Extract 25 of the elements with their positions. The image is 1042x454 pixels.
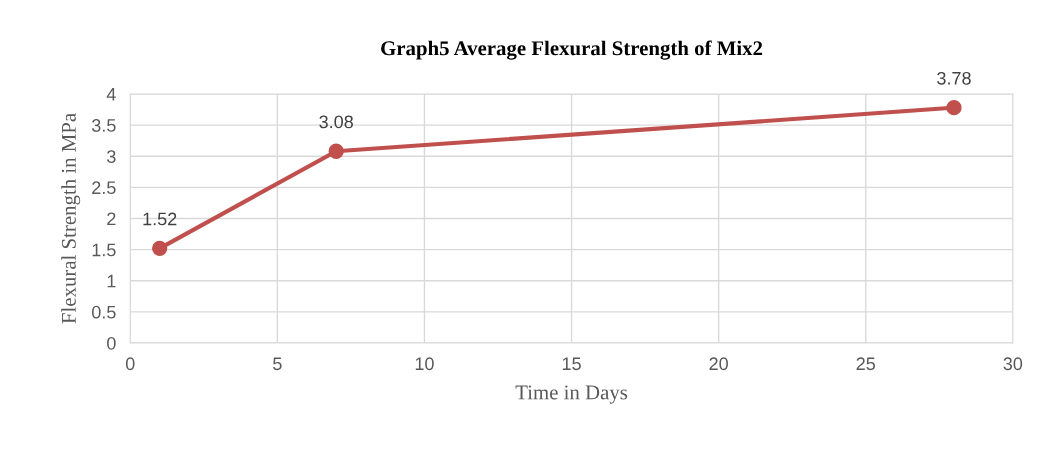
x-tick-label: 15 — [562, 357, 581, 371]
y-tick-label: 1.5 — [92, 243, 116, 257]
point — [152, 240, 168, 257]
data-label: 1.52 — [143, 212, 177, 226]
y-tick-label: 2 — [107, 212, 116, 226]
y-tick-label: 1 — [107, 274, 116, 288]
y-tick-label: 0 — [107, 336, 116, 350]
y-tick-label: 0.5 — [91, 305, 116, 319]
y-tick-label: 3.5 — [91, 119, 116, 132]
x-tick-label: 0 — [125, 357, 135, 371]
y-axis-title: Flexural Strength in MPa — [61, 113, 81, 324]
x-axis-title: Time in Days — [515, 385, 628, 404]
x-tick-label: 30 — [1003, 357, 1023, 371]
x-tick-label: 5 — [273, 357, 282, 371]
chart-title: Graph5 Average Flexural Strength of Mix2 — [381, 40, 763, 60]
y-tick-label: 2.5 — [92, 181, 116, 195]
y-tick-label: 4 — [106, 88, 116, 101]
x-tick-label: 10 — [415, 357, 434, 371]
data-label: 3.08 — [319, 115, 353, 129]
point — [946, 100, 962, 116]
data-label: 3.78 — [937, 71, 971, 85]
x-tick-label: 25 — [856, 357, 876, 371]
x-tick-label: 20 — [709, 357, 728, 371]
y-tick-label: 3 — [107, 150, 116, 163]
point — [328, 143, 344, 159]
